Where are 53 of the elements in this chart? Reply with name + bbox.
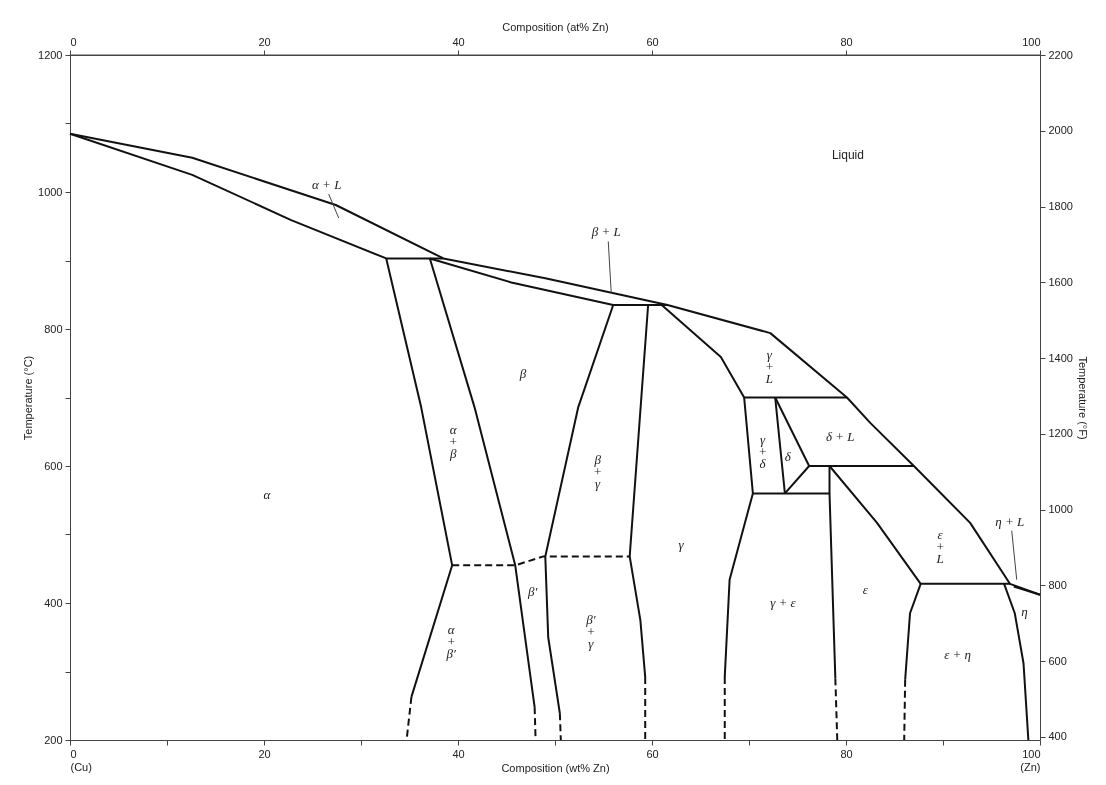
- annotation: η + L: [995, 513, 1025, 529]
- annotation: ε + L: [935, 526, 945, 566]
- x-tick-label: 80: [840, 747, 853, 760]
- annotation: α + β′: [445, 621, 457, 661]
- annotation: α + L: [312, 177, 342, 193]
- y2-tick-label: 1000: [1048, 503, 1073, 516]
- annotation: β: [518, 365, 527, 381]
- y-tick-label: 800: [44, 322, 63, 335]
- y-tick-label: 400: [44, 596, 63, 609]
- y2-tick-label: 600: [1048, 654, 1067, 667]
- y2-tick-label: 400: [1048, 730, 1067, 743]
- annotation: α + β: [448, 421, 458, 461]
- x2-tick-label: 40: [452, 35, 465, 48]
- annotation: γ: [678, 536, 685, 552]
- annotation: η: [1021, 603, 1028, 619]
- y-axis-title: Temperature (°C): [22, 355, 35, 441]
- x2-tick-label: 60: [646, 35, 659, 48]
- annotation: ε + η: [944, 647, 971, 663]
- annotation: β′ + γ: [585, 612, 596, 652]
- annotation: δ + L: [825, 429, 855, 445]
- y-tick-label: 200: [44, 733, 63, 746]
- x2-tick-label: 80: [840, 35, 853, 48]
- annotation: δ: [784, 449, 792, 465]
- y2-tick-label: 1400: [1048, 351, 1073, 364]
- annotation: Liquid: [831, 148, 864, 163]
- annotation: γ + L: [764, 347, 774, 387]
- x-tick-label: 20: [258, 747, 271, 760]
- x2-axis-title: Composition (at% Zn): [502, 20, 609, 33]
- x2-tick-label: 20: [258, 35, 271, 48]
- x2-tick-label: 0: [70, 35, 77, 48]
- annotation: β + γ: [593, 451, 603, 491]
- annotation: β′: [527, 584, 538, 600]
- y-tick-label: 1000: [38, 185, 63, 198]
- annotation: α: [263, 486, 272, 502]
- y2-tick-label: 2000: [1048, 124, 1073, 137]
- y2-tick-label: 1800: [1048, 200, 1073, 213]
- annotation: γ + δ: [758, 431, 767, 471]
- x-tick-label: 40: [452, 747, 465, 760]
- x-tick-label: 100 (Zn): [1020, 747, 1041, 773]
- y2-axis-title: Temperature (°F): [1076, 356, 1089, 440]
- x-axis-title: Composition (wt% Zn): [501, 761, 610, 774]
- annotation: β + L: [590, 224, 621, 240]
- y-tick-label: 1200: [38, 48, 63, 61]
- y2-tick-label: 1600: [1048, 275, 1073, 288]
- y2-tick-label: 800: [1048, 578, 1067, 591]
- annotation: ε: [862, 581, 869, 597]
- y2-tick-label: 1200: [1048, 427, 1073, 440]
- y-tick-label: 600: [44, 459, 63, 472]
- annotation: γ + ε: [770, 595, 797, 610]
- x2-tick-label: 100: [1022, 35, 1041, 48]
- x-tick-label: 0 (Cu): [70, 747, 92, 773]
- y2-tick-label: 2200: [1048, 48, 1073, 61]
- x-tick-label: 60: [646, 747, 659, 760]
